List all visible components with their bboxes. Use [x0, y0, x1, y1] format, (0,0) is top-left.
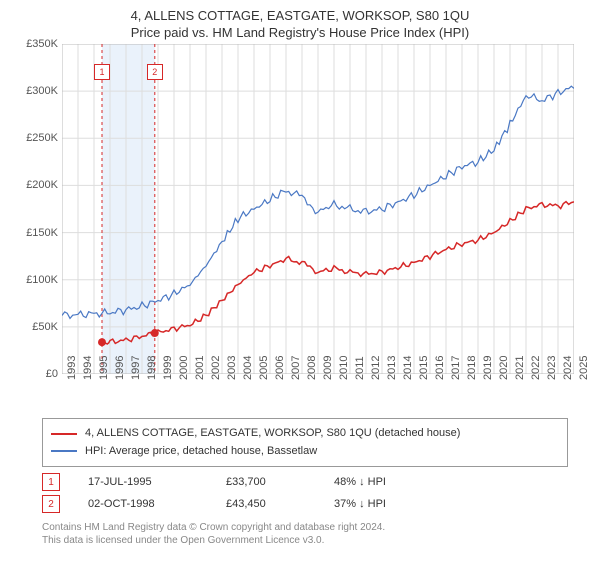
chart-title: 4, ALLENS COTTAGE, EASTGATE, WORKSOP, S8…: [0, 8, 600, 23]
x-tick-label: 2014: [402, 356, 414, 380]
chart-area: £0£50K£100K£150K£200K£250K£300K£350K1993…: [20, 44, 580, 404]
sale-marker-badge: 2: [147, 64, 163, 80]
sale-row: 2 02-OCT-1998 £43,450 37% ↓ HPI: [42, 495, 568, 513]
sale-price: £43,450: [226, 498, 306, 510]
x-tick-label: 2020: [498, 356, 510, 380]
x-tick-label: 2008: [306, 356, 318, 380]
y-tick-label: £200K: [26, 179, 58, 191]
x-tick-label: 2013: [386, 356, 398, 380]
x-tick-label: 2003: [226, 356, 238, 380]
x-tick-label: 2006: [274, 356, 286, 380]
legend-row: 4, ALLENS COTTAGE, EASTGATE, WORKSOP, S8…: [51, 425, 559, 443]
sale-delta: 48% ↓ HPI: [334, 476, 386, 488]
legend-swatch: [51, 450, 77, 452]
x-tick-label: 2018: [466, 356, 478, 380]
footer-attribution: Contains HM Land Registry data © Crown c…: [42, 521, 568, 547]
x-tick-label: 2001: [194, 356, 206, 380]
x-tick-label: 2023: [546, 356, 558, 380]
x-tick-label: 2015: [418, 356, 430, 380]
x-tick-label: 1998: [146, 356, 158, 380]
x-tick-label: 1999: [162, 356, 174, 380]
x-tick-label: 2022: [530, 356, 542, 380]
x-tick-label: 1995: [98, 356, 110, 380]
legend-row: HPI: Average price, detached house, Bass…: [51, 443, 559, 461]
legend-label: 4, ALLENS COTTAGE, EASTGATE, WORKSOP, S8…: [85, 425, 460, 443]
x-tick-label: 2010: [338, 356, 350, 380]
x-tick-label: 2009: [322, 356, 334, 380]
sale-price: £33,700: [226, 476, 306, 488]
x-tick-label: 2005: [258, 356, 270, 380]
legend-label: HPI: Average price, detached house, Bass…: [85, 443, 317, 461]
y-tick-label: £150K: [26, 227, 58, 239]
y-tick-label: £0: [46, 368, 58, 380]
sale-badge: 1: [42, 473, 60, 491]
x-tick-label: 2007: [290, 356, 302, 380]
x-tick-label: 2002: [210, 356, 222, 380]
footer-line-2: This data is licensed under the Open Gov…: [42, 534, 568, 547]
sale-date: 17-JUL-1995: [88, 476, 198, 488]
x-tick-label: 1993: [66, 356, 78, 380]
x-tick-label: 2017: [450, 356, 462, 380]
x-tick-label: 2019: [482, 356, 494, 380]
x-tick-label: 2000: [178, 356, 190, 380]
x-tick-label: 2016: [434, 356, 446, 380]
sale-row: 1 17-JUL-1995 £33,700 48% ↓ HPI: [42, 473, 568, 491]
x-tick-label: 2012: [370, 356, 382, 380]
y-tick-label: £300K: [26, 85, 58, 97]
x-tick-label: 1997: [130, 356, 142, 380]
x-tick-label: 1994: [82, 356, 94, 380]
x-tick-label: 2021: [514, 356, 526, 380]
legend: 4, ALLENS COTTAGE, EASTGATE, WORKSOP, S8…: [42, 418, 568, 467]
sale-date: 02-OCT-1998: [88, 498, 198, 510]
x-tick-label: 2011: [354, 356, 366, 380]
x-tick-label: 2024: [562, 356, 574, 380]
chart-subtitle: Price paid vs. HM Land Registry's House …: [0, 25, 600, 40]
sale-delta: 37% ↓ HPI: [334, 498, 386, 510]
x-tick-label: 2025: [578, 356, 590, 380]
y-tick-label: £50K: [32, 321, 58, 333]
legend-swatch: [51, 433, 77, 435]
sales-table: 1 17-JUL-1995 £33,700 48% ↓ HPI 2 02-OCT-1998…: [42, 473, 568, 513]
y-tick-label: £250K: [26, 132, 58, 144]
sale-badge: 2: [42, 495, 60, 513]
footer-line-1: Contains HM Land Registry data © Crown c…: [42, 521, 568, 534]
sale-marker-badge: 1: [94, 64, 110, 80]
y-tick-label: £100K: [26, 274, 58, 286]
x-tick-label: 1996: [114, 356, 126, 380]
y-tick-label: £350K: [26, 38, 58, 50]
x-tick-label: 2004: [242, 356, 254, 380]
line-chart: [62, 44, 574, 374]
